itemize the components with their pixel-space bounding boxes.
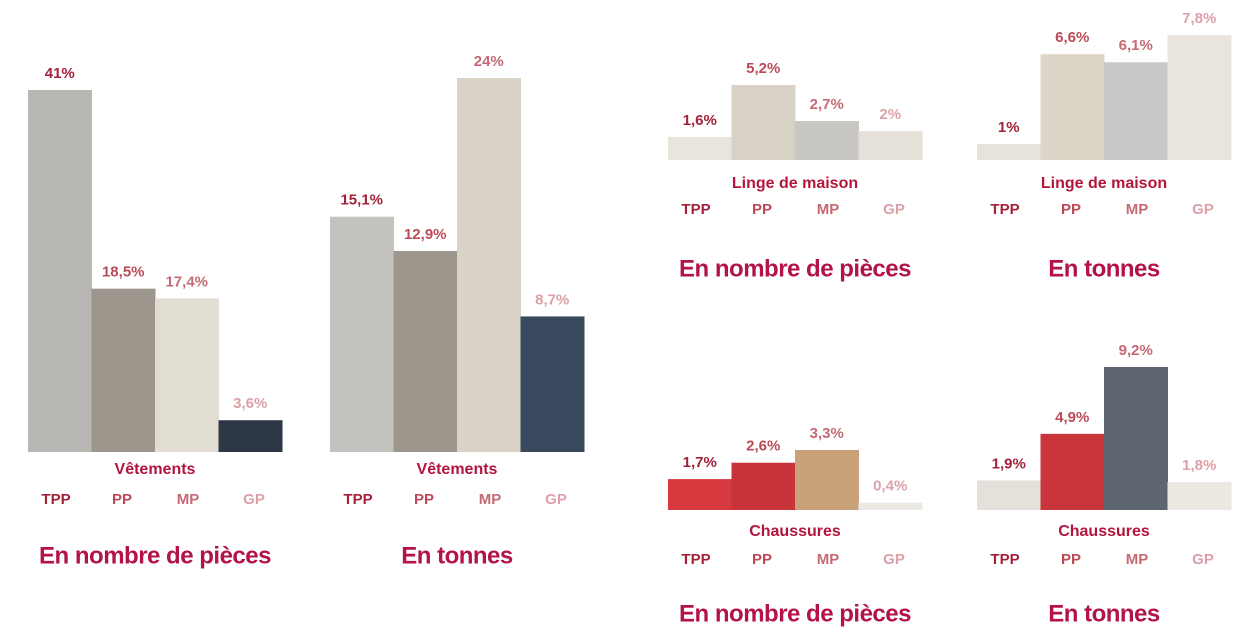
value-label: 5,2% [746, 60, 780, 77]
value-label: 6,6% [1055, 29, 1089, 46]
value-label: 41% [45, 65, 75, 82]
bar [1104, 62, 1168, 160]
category-label: TPP [681, 201, 710, 218]
category-label: PP [752, 201, 772, 218]
bar [1041, 434, 1105, 510]
category-label: TPP [681, 551, 710, 568]
category-label: GP [883, 201, 905, 218]
value-label: 9,2% [1119, 342, 1153, 359]
category-label: PP [414, 491, 434, 508]
value-label: 8,7% [535, 291, 569, 308]
bar [92, 289, 156, 452]
bar [795, 121, 859, 160]
bar [1168, 482, 1232, 510]
value-label: 2,7% [810, 96, 844, 113]
chart-caption: En tonnes [1048, 600, 1160, 627]
chart-title: Vêtements [115, 461, 196, 478]
category-label: TPP [343, 491, 372, 508]
bar [732, 463, 796, 510]
category-label: TPP [990, 201, 1019, 218]
category-label: TPP [41, 491, 70, 508]
category-label: MP [1126, 201, 1149, 218]
category-label: MP [479, 491, 502, 508]
chart-caption: En tonnes [401, 542, 513, 569]
value-label: 24% [474, 53, 504, 70]
chart-title: Chaussures [1058, 523, 1150, 540]
category-label: GP [243, 491, 265, 508]
value-label: 3,6% [233, 395, 267, 412]
bar [457, 78, 521, 452]
category-label: GP [883, 551, 905, 568]
bar [1041, 54, 1105, 160]
category-label: PP [752, 551, 772, 568]
bar [859, 131, 923, 160]
category-label: MP [177, 491, 200, 508]
value-label: 3,3% [810, 425, 844, 442]
value-label: 6,1% [1119, 37, 1153, 54]
value-label: 12,9% [404, 226, 447, 243]
value-label: 7,8% [1182, 10, 1216, 27]
category-label: PP [112, 491, 132, 508]
bar [28, 90, 92, 452]
category-label: MP [817, 551, 840, 568]
bar [732, 85, 796, 160]
category-label: MP [1126, 551, 1149, 568]
value-label: 15,1% [340, 192, 383, 209]
value-label: 17,4% [165, 273, 208, 290]
bar [521, 316, 585, 452]
bar [1168, 35, 1232, 160]
value-label: 2,6% [746, 438, 780, 455]
value-label: 1,8% [1182, 457, 1216, 474]
value-label: 1% [998, 119, 1020, 136]
value-label: 1,7% [683, 454, 717, 471]
chart-caption: En nombre de pièces [39, 542, 271, 569]
value-label: 4,9% [1055, 409, 1089, 426]
value-label: 2% [879, 106, 901, 123]
chart-caption: En tonnes [1048, 255, 1160, 282]
bar [155, 298, 219, 452]
category-label: GP [1192, 551, 1214, 568]
chart-title: Vêtements [417, 461, 498, 478]
chart-title: Linge de maison [732, 175, 858, 192]
chart-caption: En nombre de pièces [679, 600, 911, 627]
bar [394, 251, 458, 452]
bar [668, 479, 732, 510]
value-label: 0,4% [873, 478, 907, 495]
chart-title: Linge de maison [1041, 175, 1167, 192]
bar [668, 137, 732, 160]
bar [330, 217, 394, 452]
value-label: 1,6% [683, 112, 717, 129]
bar [859, 503, 923, 510]
category-label: MP [817, 201, 840, 218]
chart-title: Chaussures [749, 523, 841, 540]
category-label: PP [1061, 551, 1081, 568]
category-label: TPP [990, 551, 1019, 568]
bar [219, 420, 283, 452]
category-label: PP [1061, 201, 1081, 218]
bar [977, 480, 1041, 510]
value-label: 18,5% [102, 264, 145, 281]
bar [977, 144, 1041, 160]
value-label: 1,9% [992, 455, 1026, 472]
bar [795, 450, 859, 510]
chart-caption: En nombre de pièces [679, 255, 911, 282]
infographic: 41% TPP 18,5% PP 17,4% MP 3,6% GP Vêtements En no… [0, 0, 1250, 629]
category-label: GP [1192, 201, 1214, 218]
category-label: GP [545, 491, 567, 508]
bar [1104, 367, 1168, 510]
